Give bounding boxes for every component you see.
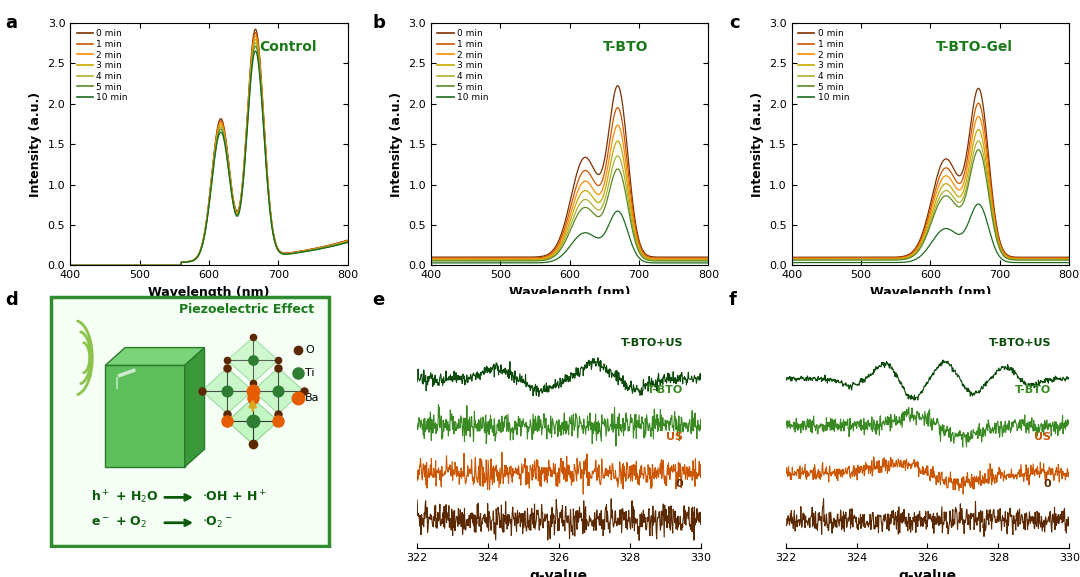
Polygon shape	[227, 338, 279, 383]
Y-axis label: Intensity (a.u.): Intensity (a.u.)	[29, 92, 42, 197]
Text: T-BTO+US: T-BTO+US	[989, 338, 1052, 349]
Text: h$^+$ + H$_2$O: h$^+$ + H$_2$O	[91, 489, 159, 506]
Legend: 0 min, 1 min, 2 min, 3 min, 4 min, 5 min, 10 min: 0 min, 1 min, 2 min, 3 min, 4 min, 5 min…	[75, 28, 130, 104]
Text: T-BTO+US: T-BTO+US	[620, 338, 683, 349]
X-axis label: g-value: g-value	[530, 568, 588, 577]
Text: Ti: Ti	[306, 368, 314, 378]
X-axis label: g-value: g-value	[899, 568, 957, 577]
Text: $\cdot$OH + H$^+$: $\cdot$OH + H$^+$	[202, 490, 267, 505]
Legend: 0 min, 1 min, 2 min, 3 min, 4 min, 5 min, 10 min: 0 min, 1 min, 2 min, 3 min, 4 min, 5 min…	[435, 28, 490, 104]
Polygon shape	[105, 347, 204, 365]
Polygon shape	[202, 368, 253, 414]
Text: b: b	[373, 14, 386, 32]
Text: T-BTO: T-BTO	[1015, 385, 1052, 395]
Text: T-BTO: T-BTO	[603, 40, 648, 54]
Text: O: O	[306, 345, 314, 355]
Text: Piezoelectric Effect: Piezoelectric Effect	[179, 303, 314, 316]
Text: 0: 0	[1044, 479, 1052, 489]
FancyBboxPatch shape	[52, 297, 329, 546]
Text: e: e	[373, 291, 384, 309]
Text: T-BTO: T-BTO	[647, 385, 683, 395]
Polygon shape	[105, 365, 185, 467]
Text: Control: Control	[259, 40, 316, 54]
Y-axis label: Intensity (a.u.): Intensity (a.u.)	[751, 92, 764, 197]
Polygon shape	[227, 398, 279, 444]
X-axis label: Wavelength (nm): Wavelength (nm)	[148, 286, 270, 299]
Text: f: f	[729, 291, 737, 309]
X-axis label: Wavelength (nm): Wavelength (nm)	[869, 286, 991, 299]
Text: e$^-$ + O$_2$: e$^-$ + O$_2$	[91, 515, 147, 530]
Text: a: a	[5, 14, 17, 32]
Text: $\cdot$O$_2$$^-$: $\cdot$O$_2$$^-$	[202, 515, 232, 530]
Text: d: d	[5, 291, 18, 309]
Polygon shape	[185, 347, 204, 467]
X-axis label: Wavelength (nm): Wavelength (nm)	[509, 286, 631, 299]
Polygon shape	[253, 368, 303, 414]
Legend: 0 min, 1 min, 2 min, 3 min, 4 min, 5 min, 10 min: 0 min, 1 min, 2 min, 3 min, 4 min, 5 min…	[796, 28, 851, 104]
Text: c: c	[729, 14, 740, 32]
Y-axis label: Intensity (a.u.): Intensity (a.u.)	[390, 92, 403, 197]
Text: US: US	[1035, 432, 1052, 443]
Text: Ba: Ba	[306, 394, 320, 403]
Text: US: US	[666, 432, 683, 443]
Text: T-BTO-Gel: T-BTO-Gel	[936, 40, 1013, 54]
Text: 0: 0	[675, 479, 683, 489]
